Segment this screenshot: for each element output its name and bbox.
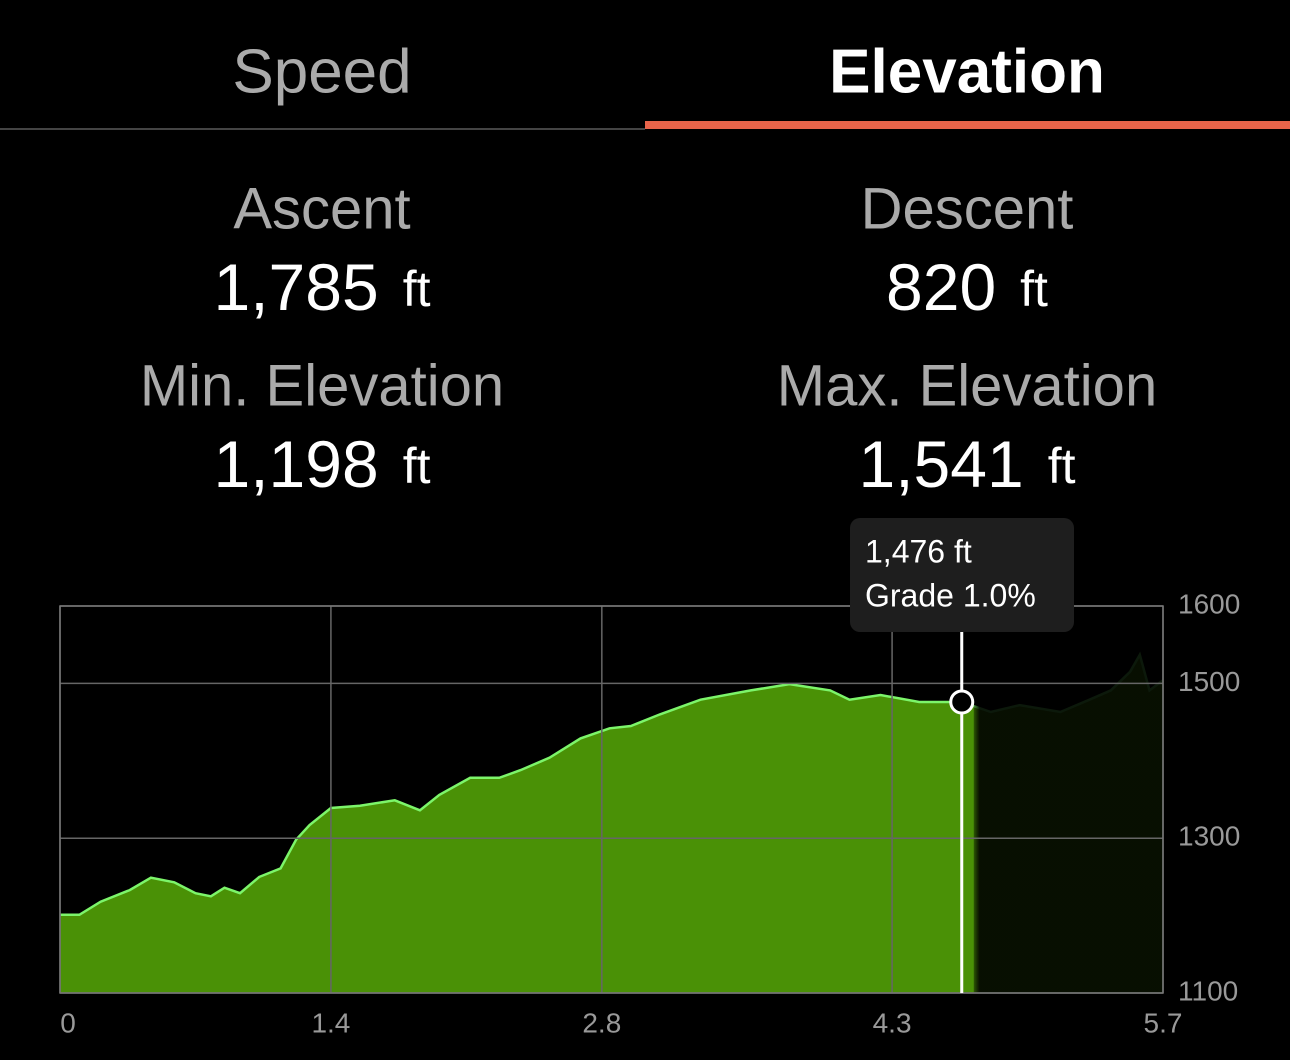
chart: 1100 1300 1500 1600 0 1.4 2.8 4.3 5.7 1,476 ft Gra… (59, 518, 1240, 1038)
stat-value: 820 ft (886, 250, 1048, 324)
x-tick-label: 2.8 (582, 1007, 621, 1038)
stat-number: 820 (886, 250, 996, 324)
plot-frame (59, 605, 1164, 994)
x-tick-label: 5.7 (1144, 1007, 1183, 1038)
dim-overlay (973, 606, 1163, 993)
stat-unit: ft (1048, 438, 1076, 494)
tab-indicator (645, 121, 1290, 129)
y-tick-label: 1500 (1178, 666, 1240, 697)
stat-value: 1,541 ft (859, 427, 1076, 501)
stat-label: Min. Elevation (140, 353, 504, 418)
x-tick-label: 0 (60, 1007, 76, 1038)
stat-value: 1,198 ft (214, 427, 431, 501)
y-tick-label: 1600 (1178, 588, 1240, 619)
tab[interactable]: Speed (232, 37, 411, 106)
tooltip (850, 518, 1074, 632)
tooltip-value: 1,476 ft (865, 533, 972, 569)
tooltip-grade: Grade 1.0% (865, 577, 1036, 613)
stat-value: 1,785 ft (214, 250, 431, 324)
cursor-point (949, 689, 975, 715)
x-tick-label: 1.4 (311, 1007, 350, 1038)
stat-unit: ft (403, 438, 431, 494)
tab-active[interactable]: Elevation (829, 37, 1105, 106)
stat-label: Descent (861, 176, 1074, 241)
area (60, 654, 1163, 993)
stat-label: Max. Elevation (777, 353, 1157, 418)
stat-number: 1,541 (859, 427, 1024, 501)
stat-number: 1,785 (214, 250, 379, 324)
stat-label: Ascent (233, 176, 410, 241)
stat-number: 1,198 (214, 427, 379, 501)
y-tick-label: 1300 (1178, 821, 1240, 852)
stat-unit: ft (1020, 261, 1048, 317)
stat-unit: ft (403, 261, 431, 317)
stats: Ascent 1,785 ft Descent 820 ft Min. Elevation 1… (140, 176, 1157, 501)
x-tick-label: 4.3 (873, 1007, 912, 1038)
y-tick-label: 1100 (1178, 975, 1238, 1006)
